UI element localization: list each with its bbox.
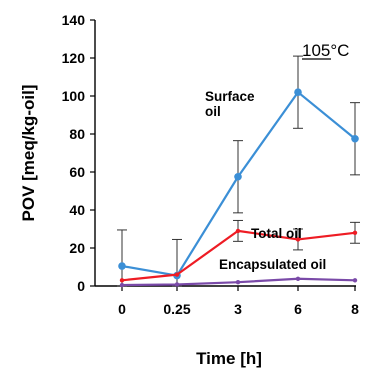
total-oil-series: [119, 219, 360, 283]
temperature-number: 105: [302, 41, 330, 60]
encapsulated-oil-series: [119, 276, 358, 288]
encapsulated-oil-point: [235, 280, 241, 285]
surface-oil-point: [118, 262, 126, 270]
y-tick-label: 60: [69, 164, 85, 180]
y-tick-label: 20: [69, 240, 85, 256]
y-tick-label: 140: [62, 12, 86, 28]
x-tick-label: 6: [294, 301, 302, 317]
y-axis-title: POV [meq/kg-oil]: [19, 85, 38, 222]
total-oil-point: [119, 278, 125, 283]
y-tick-label: 40: [69, 202, 85, 218]
temperature-label: 105°C: [302, 41, 349, 60]
encapsulated-oil-point: [295, 276, 301, 281]
encapsulated-oil-point: [119, 282, 125, 288]
x-axis-title: Time [h]: [196, 349, 262, 368]
surface-oil-series: [117, 55, 360, 287]
surface-oil-point: [351, 134, 359, 143]
x-tick-label: 3: [234, 301, 242, 317]
x-axis-ticks: 0 0.25 3 6 8: [118, 286, 359, 317]
y-tick-label: 0: [77, 278, 85, 294]
temperature-unit: °C: [330, 41, 349, 60]
y-tick-label: 80: [69, 126, 85, 142]
surface-oil-point: [234, 172, 242, 181]
encapsulated-oil-point: [352, 278, 358, 283]
total-oil-label: Total oil: [251, 226, 302, 241]
surface-oil-label-line-1: Surface: [205, 89, 255, 104]
total-oil-point: [235, 228, 241, 234]
surface-oil-error-bar: [117, 229, 127, 287]
x-tick-label: 8: [351, 301, 359, 317]
surface-oil-label: Surface oil: [205, 89, 258, 119]
y-tick-label: 100: [62, 88, 86, 104]
surface-oil-point: [294, 88, 302, 96]
encapsulated-oil-point: [174, 282, 180, 287]
encapsulated-oil-label: Encapsulated oil: [219, 257, 326, 272]
total-oil-point: [352, 230, 358, 235]
surface-oil-label-line-2: oil: [205, 104, 221, 119]
x-tick-label: 0.25: [163, 301, 190, 317]
x-tick-label: 0: [118, 301, 126, 317]
y-axis-ticks: 0 20 40 60 80 100 120 140: [62, 12, 95, 294]
total-oil-point: [295, 237, 301, 242]
series-layer: [117, 55, 360, 288]
total-oil-point: [174, 272, 180, 277]
y-tick-label: 120: [62, 50, 86, 66]
